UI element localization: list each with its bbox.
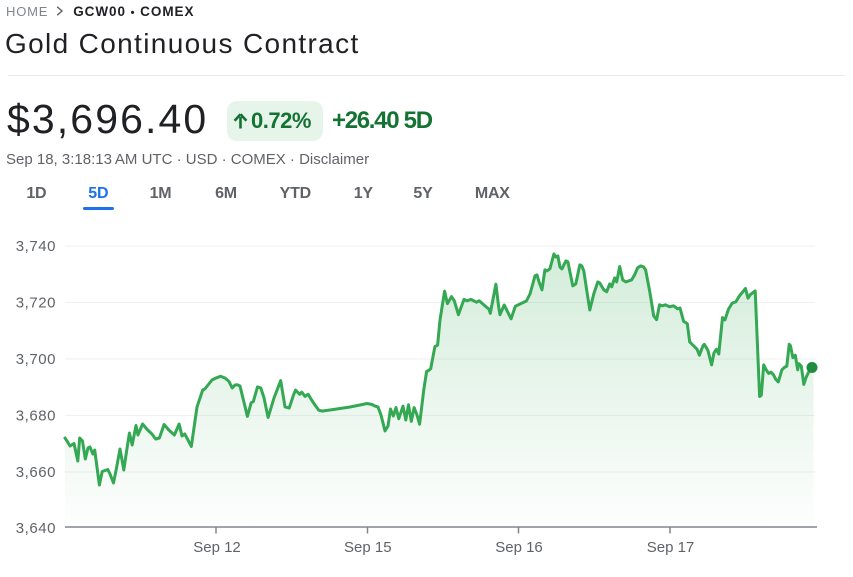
svg-text:3,700: 3,700 xyxy=(16,351,56,368)
svg-text:Sep 15: Sep 15 xyxy=(344,539,392,556)
svg-text:Sep 16: Sep 16 xyxy=(495,539,543,556)
svg-text:3,680: 3,680 xyxy=(16,408,56,425)
svg-text:3,740: 3,740 xyxy=(16,238,56,255)
svg-text:Sep 17: Sep 17 xyxy=(647,539,695,556)
svg-text:Sep 12: Sep 12 xyxy=(193,539,241,556)
svg-text:3,660: 3,660 xyxy=(16,464,56,481)
svg-text:3,640: 3,640 xyxy=(16,520,56,537)
svg-text:3,720: 3,720 xyxy=(16,295,56,312)
